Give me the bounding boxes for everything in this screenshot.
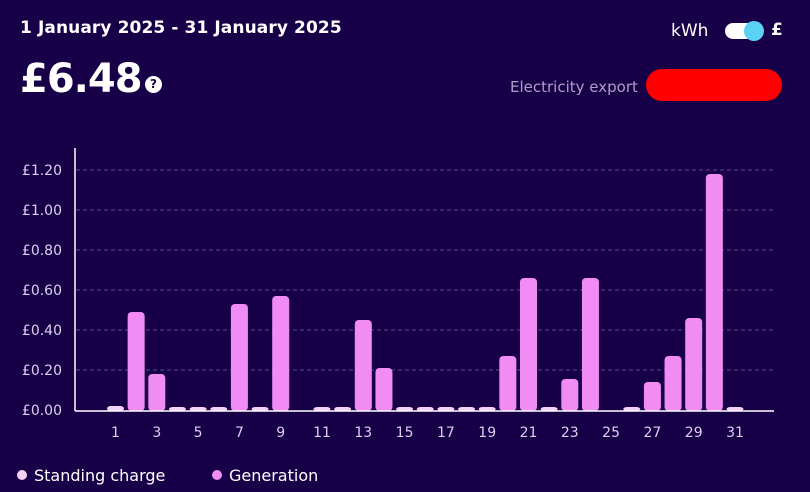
bar-day-24 xyxy=(581,278,599,411)
legend-generation[interactable]: Generation xyxy=(212,466,318,485)
x-tick-label: 31 xyxy=(726,425,744,441)
bar-day-4 xyxy=(168,407,186,411)
redaction-mark xyxy=(646,69,782,101)
y-tick-label: £0.60 xyxy=(22,283,62,299)
bar-day-11 xyxy=(313,407,331,411)
x-tick-label: 27 xyxy=(643,425,661,441)
x-tick-label: 15 xyxy=(396,425,414,441)
x-tick-label: 21 xyxy=(520,425,538,441)
unit-toggle[interactable] xyxy=(725,21,764,41)
unit-kwh-label[interactable]: kWh xyxy=(671,21,709,41)
bar-day-8 xyxy=(251,407,269,411)
y-tick-label: £1.00 xyxy=(22,203,62,219)
bar-day-9 xyxy=(272,296,290,411)
bar-day-13 xyxy=(354,320,372,411)
x-tick-label: 11 xyxy=(313,425,331,441)
x-tick-label: 23 xyxy=(561,425,579,441)
date-range: 1 January 2025 - 31 January 2025 xyxy=(20,18,342,38)
generation-dot xyxy=(212,470,222,480)
bar-day-29 xyxy=(685,318,703,411)
help-icon[interactable]: ? xyxy=(145,76,162,93)
y-tick-label: £0.80 xyxy=(22,243,62,259)
legend-generation-label: Generation xyxy=(229,466,319,485)
bar-day-28 xyxy=(664,356,682,411)
bar-day-16 xyxy=(416,407,434,411)
unit-gbp-label[interactable]: £ xyxy=(771,20,783,40)
bar-day-7 xyxy=(230,304,248,411)
x-tick-label: 25 xyxy=(602,425,620,441)
bar-day-21 xyxy=(520,278,537,411)
bar-day-2 xyxy=(127,312,145,411)
bar-day-19 xyxy=(478,407,496,411)
x-tick-label: 29 xyxy=(685,425,703,441)
bar-day-5 xyxy=(189,407,207,411)
bar-day-17 xyxy=(437,407,455,411)
bar-day-30 xyxy=(705,174,723,411)
total-amount: £6.48 xyxy=(20,56,143,102)
bar-day-27 xyxy=(643,382,661,411)
standing-charge-dot xyxy=(17,470,27,480)
bar-day-14 xyxy=(375,368,393,411)
x-tick-label: 1 xyxy=(111,425,120,441)
y-tick-label: £0.20 xyxy=(22,363,62,379)
x-tick-label: 13 xyxy=(354,425,372,441)
bar-day-12 xyxy=(334,407,352,411)
x-tick-label: 7 xyxy=(235,425,244,441)
x-tick-label: 3 xyxy=(152,425,161,441)
bar-day-31 xyxy=(726,407,744,411)
export-label: Electricity export xyxy=(510,78,638,96)
bar-day-26 xyxy=(623,407,641,411)
bar-day-1 xyxy=(107,406,124,411)
y-tick-label: £0.40 xyxy=(22,323,62,339)
legend-standing-charge[interactable]: Standing charge xyxy=(17,466,165,485)
bar-day-23 xyxy=(561,379,579,411)
bar-day-20 xyxy=(499,356,517,411)
x-tick-label: 19 xyxy=(478,425,496,441)
y-tick-label: £1.20 xyxy=(22,163,62,179)
x-tick-label: 9 xyxy=(276,425,285,441)
bar-day-22 xyxy=(540,407,558,411)
x-tick-label: 17 xyxy=(437,425,455,441)
bar-day-6 xyxy=(210,407,228,411)
legend-standing-label: Standing charge xyxy=(34,466,166,485)
y-tick-label: £0.00 xyxy=(22,403,62,419)
bar-day-18 xyxy=(458,407,476,411)
bar-day-15 xyxy=(396,407,414,411)
x-tick-label: 5 xyxy=(194,425,203,441)
toggle-knob xyxy=(744,21,764,41)
bar-day-3 xyxy=(148,374,166,411)
